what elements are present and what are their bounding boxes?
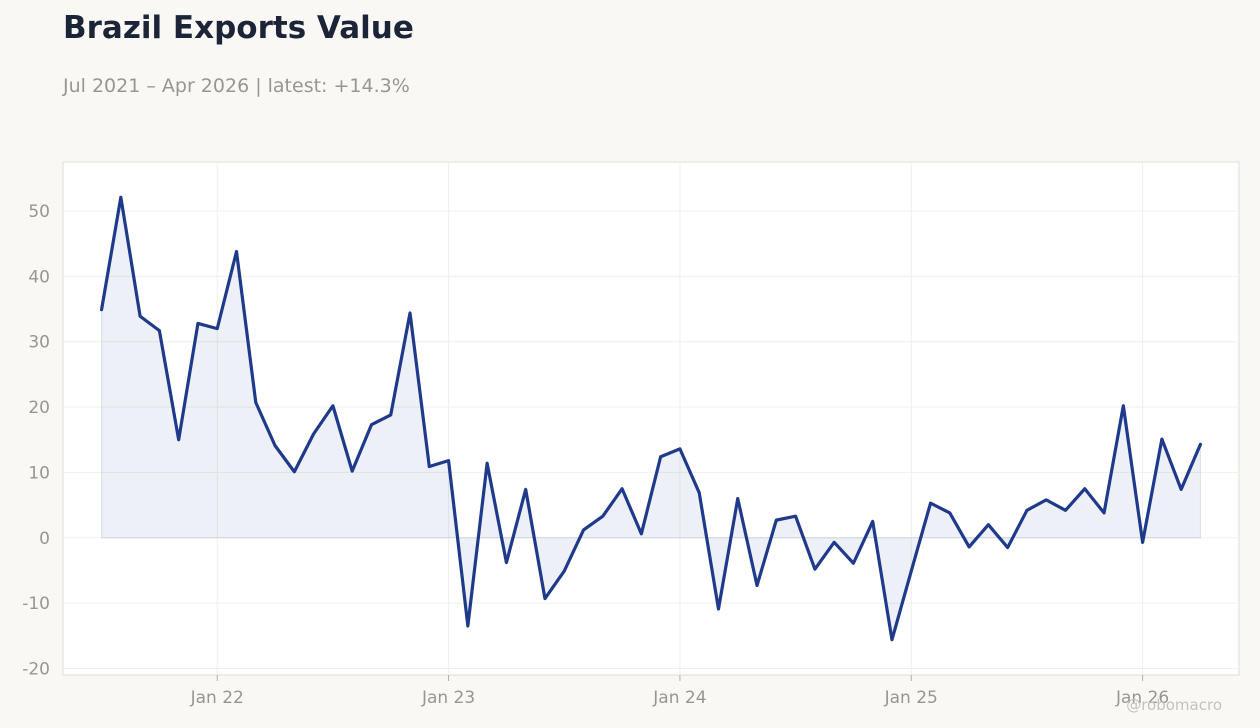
x-tick-label: Jan 25 [884, 688, 938, 708]
y-tick-label: 20 [28, 398, 50, 418]
y-tick-label: 50 [28, 202, 50, 222]
y-tick-label: 10 [28, 463, 50, 483]
x-tick-label: Jan 24 [652, 688, 706, 708]
x-tick-label: Jan 22 [190, 688, 244, 708]
series-line [99, 195, 1203, 642]
line-layer [99, 195, 1203, 642]
gridlines [63, 162, 1239, 675]
plot-area [62, 161, 1240, 676]
y-axis: -20 -10 0 10 20 30 40 50 [22, 202, 50, 679]
chart-subtitle: Jul 2021 – Apr 2026 | latest: +14.3% [63, 75, 410, 97]
x-tick-label: Jan 26 [1115, 688, 1169, 708]
y-tick-label: 0 [39, 529, 50, 549]
x-tick-label: Jan 23 [421, 688, 475, 708]
watermark: @robomacro [1126, 696, 1222, 714]
y-tick-label: 30 [28, 333, 50, 353]
y-tick-label: -20 [22, 659, 50, 679]
y-tick-label: 40 [28, 267, 50, 287]
y-tick-label: -10 [22, 594, 50, 614]
x-axis: Jan 22 Jan 23 Jan 24 Jan 25 Jan 26 [190, 675, 1169, 708]
chart-title: Brazil Exports Value [63, 10, 414, 46]
